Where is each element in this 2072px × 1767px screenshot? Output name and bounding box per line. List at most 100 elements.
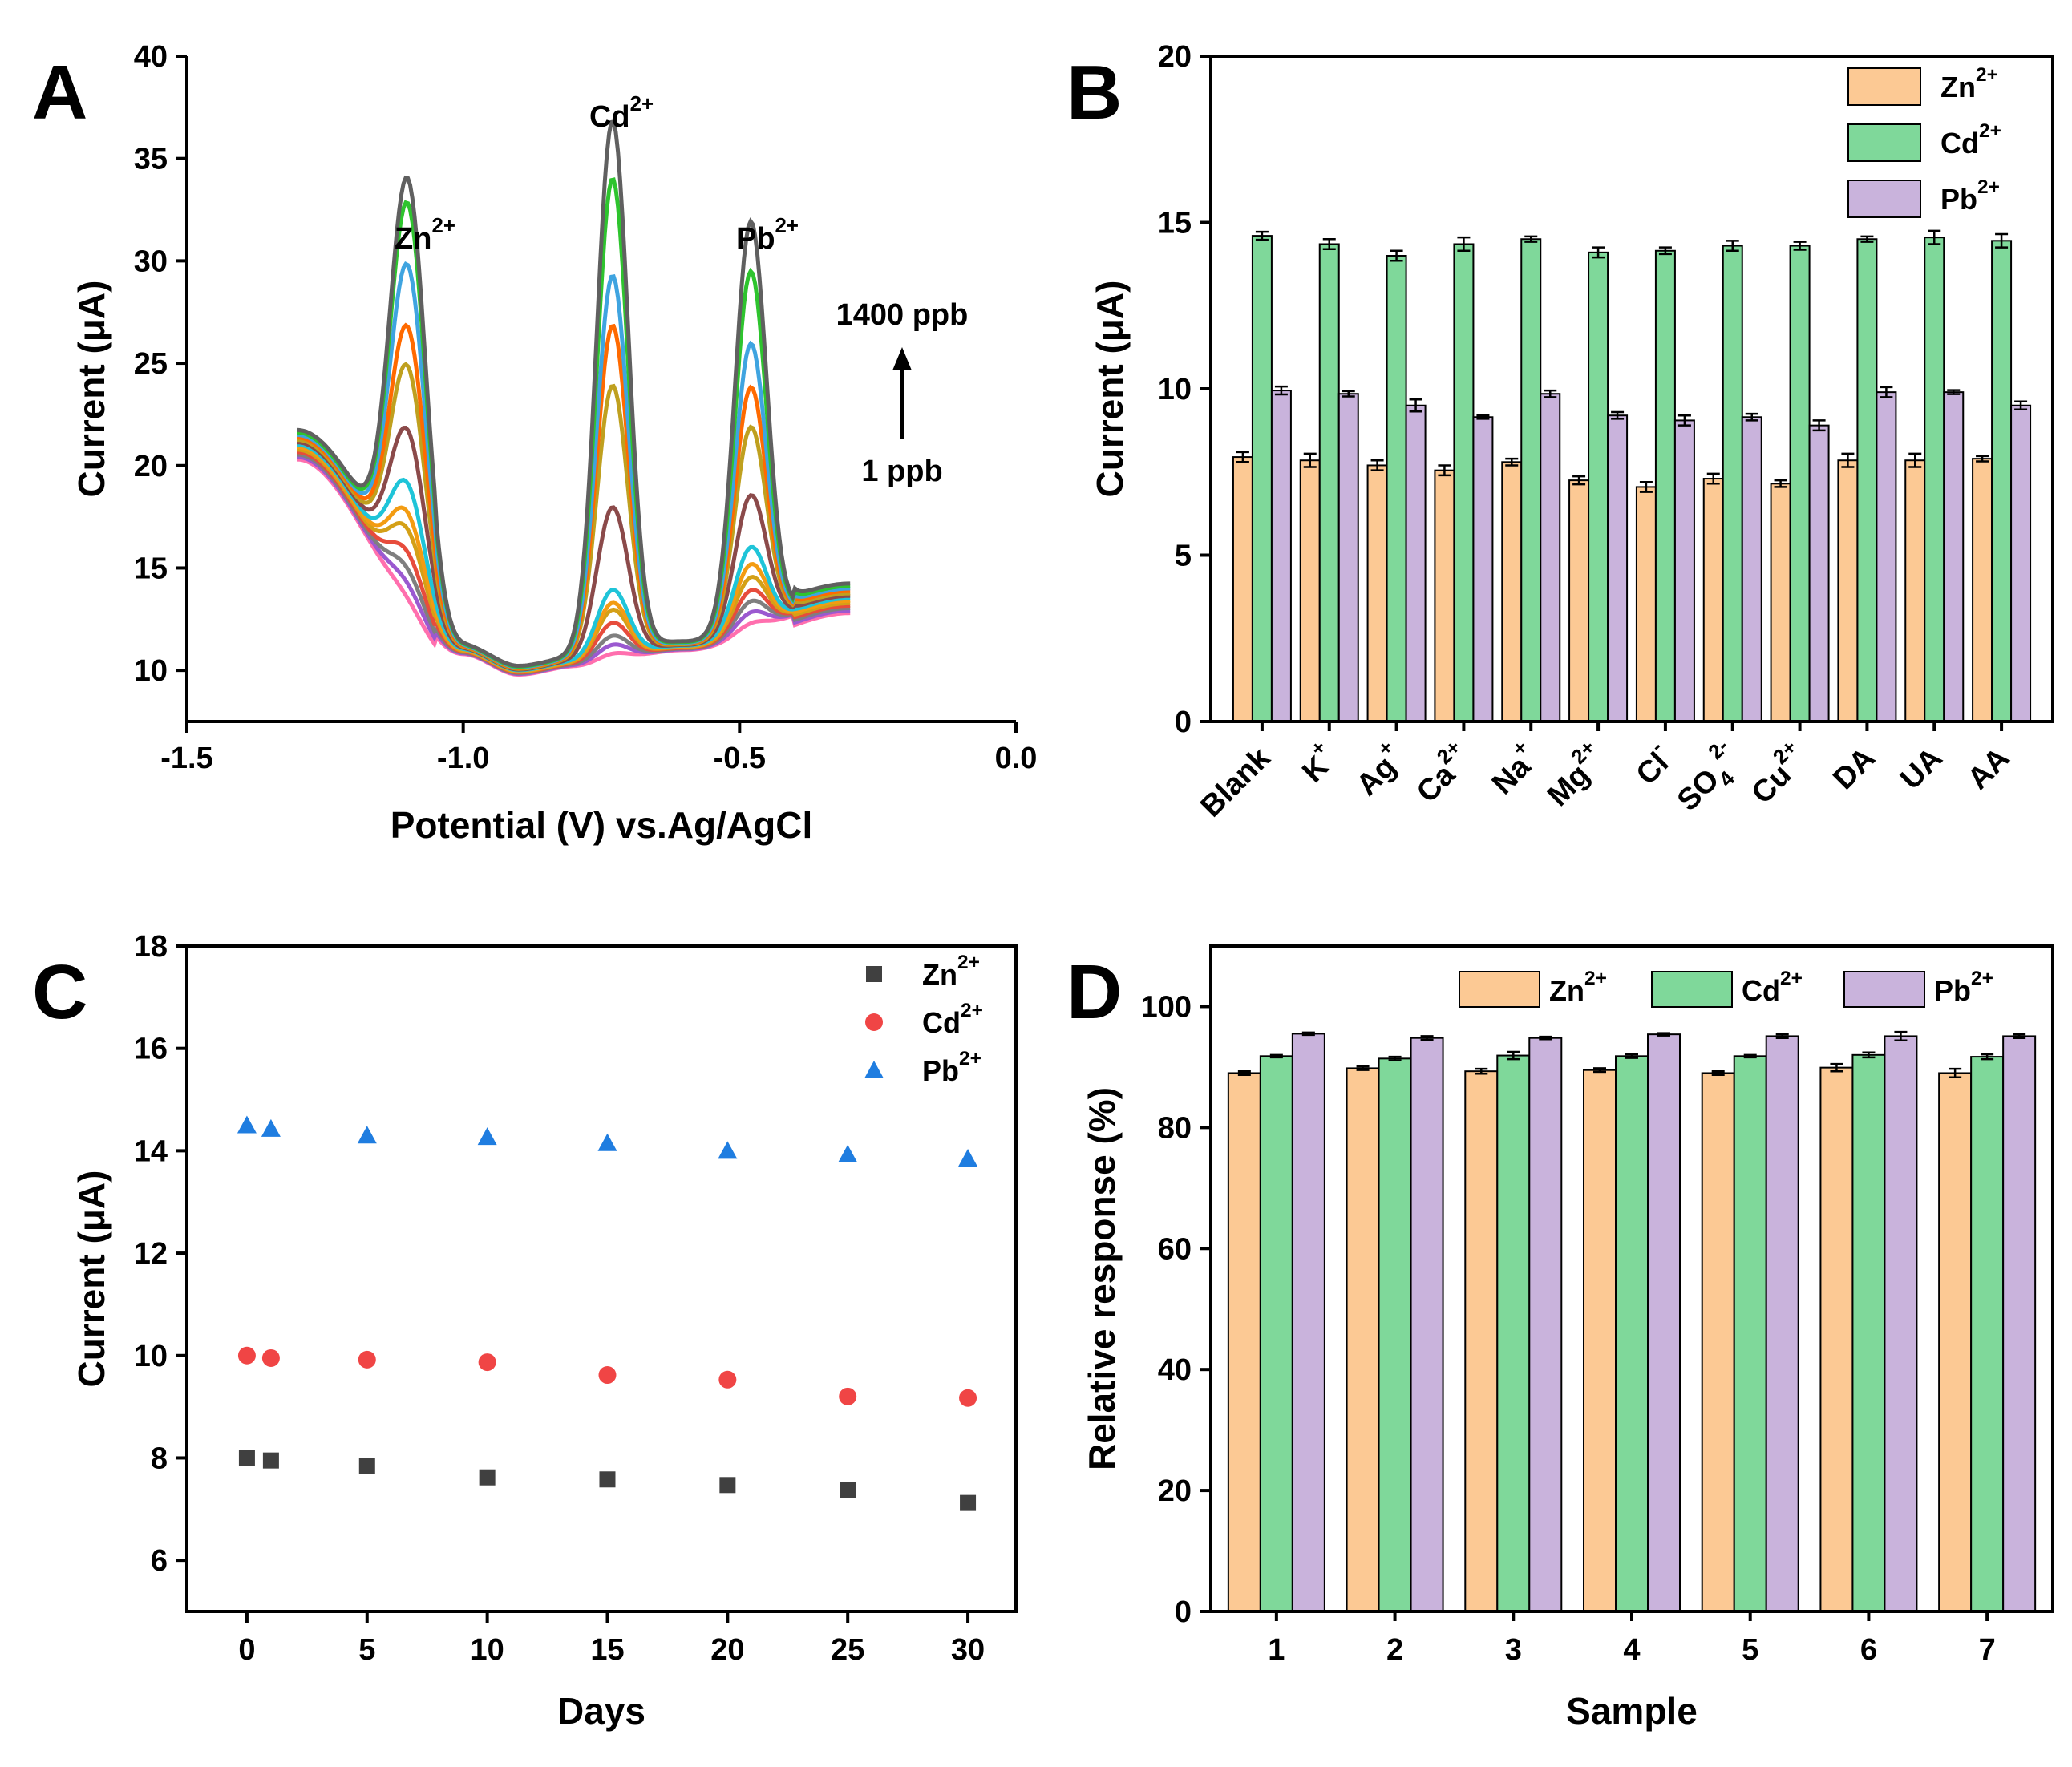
legend-swatch-zn [1459,971,1540,1008]
x-tick-label: 4 [1623,1633,1640,1667]
legend-label-pb: Pb2+ [1934,968,1993,1007]
y-tick-label: 16 [134,1033,168,1066]
bar-cd [1496,1054,1531,1612]
bar-cd [1615,1055,1649,1612]
bar-zn [1702,478,1724,722]
panel-d: D 1 2 3 4 5 6 7 0 20 40 60 80 100 Sample Relative respo… [1066,944,2054,1732]
y-tick-label: 80 [1158,1111,1192,1145]
panel-letter-d: D [1066,949,1122,1035]
panel-letter-a: A [32,50,87,135]
legend-label-pb-sup: 2+ [1977,176,2000,198]
panel-letter-b: B [1066,50,1122,135]
plot-frame [1209,944,2054,1613]
data-point-cd [478,1353,496,1372]
bar-zn [1501,461,1523,722]
y-tick-label: 40 [134,40,168,74]
legend-label-zn: Zn2+ [922,952,980,991]
bar-pb [1528,1037,1563,1612]
data-point-zn [238,1450,255,1466]
category-label-main: UA [1894,742,1949,797]
category-label: Ag+ [1345,736,1411,803]
category-label: Cl- [1625,736,1680,791]
annotation-pb-main: Pb [736,222,775,256]
data-point-cd [718,1370,737,1389]
bar-cd [1789,245,1811,722]
category-label: SO42- [1665,735,1752,823]
bar-cd [1924,237,1945,722]
bar-pb [2002,1035,2037,1612]
y-tick-label: 12 [134,1237,168,1271]
annotation-pb: Pb2+ [736,215,799,256]
x-axis-label: Sample [1566,1690,1698,1732]
data-point-pb [718,1141,738,1159]
category-label: Ca2+ [1406,736,1479,809]
y-tick-label: 10 [1158,373,1192,406]
legend-label-pb-main: Pb [922,1054,959,1087]
annotation-zn-main: Zn [395,222,431,256]
bar-cd [1453,243,1475,723]
data-point-pb [597,1133,617,1151]
bar-cd [1851,1053,1886,1613]
y-tick-label: 35 [134,143,168,176]
series-line-c13 [297,119,851,669]
data-point-zn [358,1458,375,1474]
bar-cd [1251,235,1273,723]
data-point-pb [237,1115,257,1134]
legend-swatch-cd [1651,971,1733,1008]
bar-cd [1722,245,1743,722]
x-tick-label: 15 [590,1633,624,1667]
bar-cd [1318,243,1340,723]
bar-pb [1647,1033,1681,1613]
series-line-c7 [297,443,851,673]
x-tick-label: 20 [710,1633,744,1667]
legend-label-cd-main: Cd [1742,974,1780,1007]
panel-c: C0 5 10 15 20 25 30681012141618Zn2+Cd2+Pb2+Day… [32,930,1018,1732]
bar-cd [1378,1057,1412,1612]
bar-pb [1876,391,1897,722]
bar-pb [1472,416,1494,723]
bar-cd [1991,240,2013,722]
y-tick-label: 8 [151,1442,168,1475]
annotation-cd: Cd2+ [589,93,654,134]
bar-cd [1733,1055,1767,1612]
x-tick-label: 3 [1505,1633,1522,1667]
legend-marker-pb [864,1061,884,1078]
legend-label-pb: Pb2+ [922,1048,981,1087]
legend-label-zn-main: Zn [1549,974,1584,1007]
legend-marker-cd [865,1013,883,1031]
y-tick-label: 18 [134,930,168,964]
legend-label-pb-main: Pb [1940,183,1977,216]
bar-zn [1583,1069,1617,1612]
x-tick-label: 30 [951,1633,985,1667]
bar-zn [1227,1072,1261,1613]
annotation-cd-main: Cd [589,100,630,134]
category-label: DA [1827,742,1882,797]
data-point-cd [358,1350,376,1369]
annotation-high-conc: 1400 ppb [836,298,969,332]
bar-pb [2010,404,2032,722]
legend-label-cd-sup: 2+ [1780,968,1803,989]
data-point-pb [838,1144,858,1162]
data-point-pb [357,1126,377,1144]
legend-label-cd-main: Cd [1940,127,1979,160]
bar-pb [1741,416,1762,723]
bar-zn [1568,479,1590,722]
y-tick-label: 20 [1158,40,1192,74]
annotation-zn: Zn2+ [395,215,455,256]
legend-label-cd: Cd2+ [1742,968,1803,1007]
x-tick-label: 0 [238,1633,255,1667]
bar-cd [1970,1056,2005,1612]
x-tick-label: 25 [831,1633,864,1667]
category-label-main: Mg [1541,758,1596,813]
bar-pb [1765,1035,1799,1612]
bar-zn [1464,1070,1499,1612]
data-point-pb [958,1148,978,1167]
data-point-cd [839,1387,857,1405]
legend-label-pb-sup: 2+ [1971,968,1993,989]
y-tick-label: 20 [134,450,168,483]
data-point-zn [262,1452,279,1469]
category-label-main: Na [1486,750,1538,802]
category-label: Cu2+ [1740,736,1815,811]
legend-label-pb: Pb2+ [1940,176,2000,216]
